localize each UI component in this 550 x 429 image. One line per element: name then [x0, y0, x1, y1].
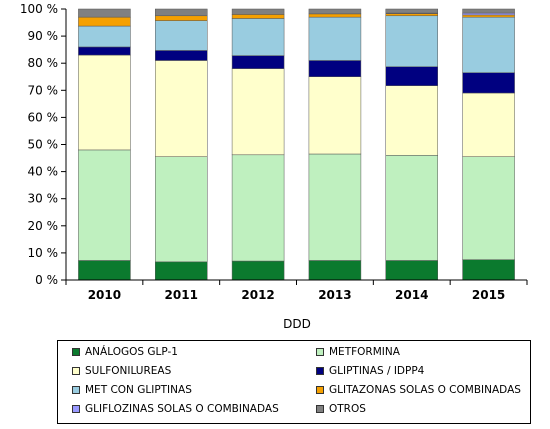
y-tick-label: 60 % — [28, 110, 59, 124]
legend-label: ANÁLOGOS GLP-1 — [85, 346, 178, 358]
legend-item: METFORMINA — [316, 346, 400, 358]
bar-segment — [308, 260, 362, 281]
y-ticks: 0 % 10 % 20 % 30 % 40 % 50 % 60 % 70 % 80 % 90 % 1… — [20, 2, 66, 287]
y-tick-label: 0 % — [35, 273, 58, 287]
bar-segment — [308, 60, 362, 78]
x-tick-label: 2010 — [88, 288, 121, 302]
bar-segment — [78, 16, 131, 27]
legend-label: GLIFLOZINAS SOLAS O COMBINADAS — [85, 403, 279, 415]
y-tick-label: 20 % — [28, 219, 59, 233]
y-tick-label: 80 % — [28, 56, 59, 70]
bar-segment — [462, 259, 515, 281]
legend-swatch — [316, 405, 324, 413]
bar-segment — [462, 8, 515, 14]
bar-segment — [308, 16, 362, 61]
bar-segment — [78, 8, 131, 18]
legend-swatch — [316, 386, 324, 394]
bar-segment — [155, 8, 208, 17]
bar-segment — [308, 76, 362, 155]
legend-swatch — [72, 367, 80, 375]
legend-label: OTROS — [329, 403, 366, 415]
legend-label: GLITAZONAS SOLAS O COMBINADAS — [329, 384, 521, 396]
bar-segment — [155, 20, 208, 51]
bar-segment — [78, 25, 131, 48]
x-tick-label: 2011 — [165, 288, 198, 302]
x-axis-title: DDD — [283, 317, 311, 331]
bar-segment — [155, 156, 208, 263]
bar-segment — [78, 260, 131, 281]
x-tick-label: 2012 — [241, 288, 274, 302]
bar-segment — [308, 153, 362, 261]
y-tick-label: 40 % — [28, 165, 59, 179]
bar-segment — [462, 156, 515, 260]
legend-swatch — [72, 405, 80, 413]
bar-segment — [462, 72, 515, 94]
legend-label: SULFONILUREAS — [85, 365, 172, 377]
chart: 0 % 10 % 20 % 30 % 40 % 50 % 60 % 70 % 80 % 90 % 1… — [20, 2, 528, 331]
legend-item: OTROS — [316, 403, 366, 415]
legend-swatch — [72, 386, 80, 394]
legend-item: SULFONILUREAS — [72, 365, 171, 377]
y-tick-label: 30 % — [28, 192, 59, 206]
bar-segment — [78, 54, 131, 151]
bar-segment — [385, 260, 438, 281]
legend-swatch — [316, 348, 324, 356]
legend-swatch — [316, 367, 324, 375]
bar-segment — [231, 260, 285, 281]
y-tick-label: 70 % — [28, 83, 59, 97]
bar-segment — [231, 14, 285, 19]
bar-segment — [231, 55, 285, 69]
bar-segment — [385, 85, 438, 156]
bar-segment — [385, 8, 438, 14]
bar-segment — [462, 92, 515, 157]
x-tick-label: 2014 — [395, 288, 428, 302]
legend-label: MET CON GLIPTINAS — [85, 384, 192, 396]
legend: ANÁLOGOS GLP-1 METFORMINA SULFONILUREAS GLI… — [57, 340, 531, 424]
legend-item: GLIFLOZINAS SOLAS O COMBINADAS — [72, 403, 279, 415]
bar-segment — [155, 60, 208, 157]
bar-segment — [155, 50, 208, 61]
legend-swatch — [72, 348, 80, 356]
y-tick-label: 100 % — [20, 2, 58, 16]
bar-segment — [385, 15, 438, 67]
y-tick-label: 50 % — [28, 138, 59, 152]
legend-label: GLIPTINAS / IDPP4 — [329, 365, 425, 377]
x-ticks: 2010 2011 2012 2013 2014 2015 — [65, 280, 528, 302]
bar-segment — [308, 8, 362, 15]
bar-segment — [231, 8, 285, 15]
y-tick-label: 90 % — [28, 29, 59, 43]
bar-segment — [462, 14, 515, 18]
legend-label: METFORMINA — [329, 346, 400, 358]
legend-item: ANÁLOGOS GLP-1 — [72, 346, 178, 358]
bar-segment — [385, 13, 438, 17]
bar-segment — [462, 16, 515, 73]
legend-item: MET CON GLIPTINAS — [72, 384, 192, 396]
bars — [78, 8, 515, 281]
bar-segment — [78, 46, 131, 56]
legend-item: GLITAZONAS SOLAS O COMBINADAS — [316, 384, 521, 396]
bar-segment — [308, 13, 362, 18]
x-tick-label: 2015 — [472, 288, 505, 302]
legend-item: GLIPTINAS / IDPP4 — [316, 365, 424, 377]
bar-segment — [385, 155, 438, 261]
bar-segment — [155, 261, 208, 281]
bar-segment — [231, 18, 285, 56]
bar-segment — [231, 68, 285, 156]
bar-segment — [78, 149, 131, 261]
bar-segment — [462, 12, 515, 16]
x-tick-label: 2013 — [318, 288, 351, 302]
bar-segment — [231, 154, 285, 262]
y-tick-label: 10 % — [28, 246, 59, 260]
bar-segment — [385, 66, 438, 86]
bar-segment — [155, 15, 208, 21]
